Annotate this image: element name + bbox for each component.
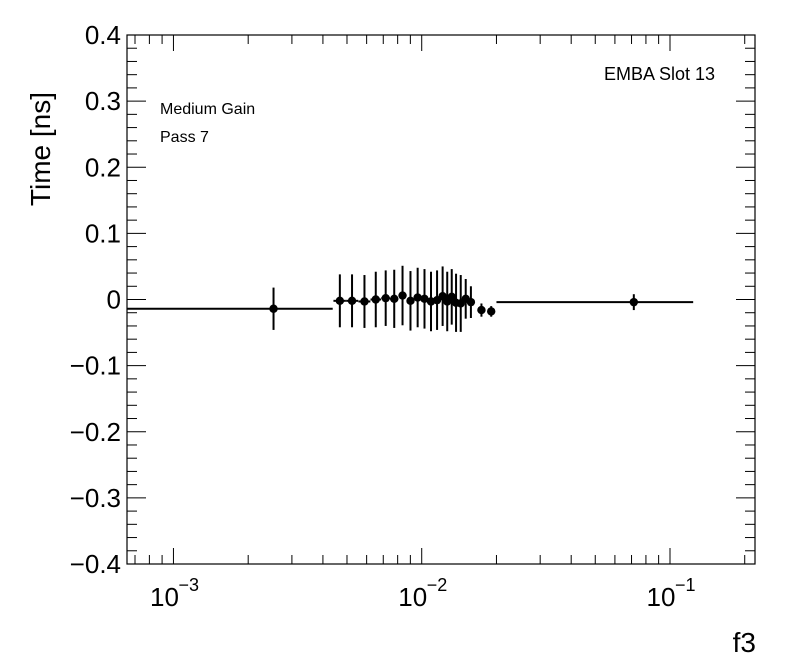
data-point bbox=[477, 305, 486, 315]
data-layer bbox=[127, 265, 694, 332]
data-point bbox=[420, 294, 429, 304]
gain-annotation: Medium Gain bbox=[160, 101, 255, 118]
y-tick-label: −0.4 bbox=[70, 549, 121, 579]
x-tick-exponent: −1 bbox=[675, 575, 696, 595]
data-point bbox=[447, 292, 456, 302]
axis-ticks bbox=[127, 34, 755, 565]
data-point bbox=[398, 291, 407, 300]
y-tick-label: −0.2 bbox=[70, 417, 121, 447]
x-tick-label: 10 bbox=[647, 582, 676, 612]
x-tick-exponent: −2 bbox=[427, 575, 448, 595]
pass-annotation: Pass 7 bbox=[160, 129, 209, 146]
data-point bbox=[347, 296, 357, 306]
y-tick-label: 0.2 bbox=[85, 152, 121, 182]
x-tick-label: 10 bbox=[150, 582, 179, 612]
y-tick-label: 0.3 bbox=[85, 86, 121, 116]
data-point bbox=[487, 307, 496, 316]
x-tick-label: 10 bbox=[398, 582, 427, 612]
slot-annotation: EMBA Slot 13 bbox=[604, 64, 715, 84]
tick-labels: 0.40.30.20.10−0.1−0.2−0.3−0.410 −3 10 −2 10−… bbox=[70, 20, 696, 612]
data-point bbox=[466, 297, 476, 307]
data-point bbox=[406, 296, 415, 306]
data-point bbox=[360, 297, 369, 306]
y-tick-label: 0 bbox=[107, 285, 121, 315]
data-point bbox=[269, 304, 278, 313]
y-tick-label: 0.1 bbox=[85, 218, 121, 248]
data-point bbox=[629, 297, 639, 307]
y-tick-label: 0.4 bbox=[85, 20, 121, 50]
x-tick-exponent: −3 bbox=[178, 575, 199, 595]
data-point bbox=[371, 295, 380, 304]
data-point bbox=[390, 294, 399, 304]
y-axis-title: Time [ns] bbox=[25, 92, 56, 206]
y-tick-label: −0.3 bbox=[70, 483, 121, 513]
data-point bbox=[381, 293, 390, 303]
data-point bbox=[335, 296, 345, 306]
data-point bbox=[413, 293, 422, 302]
x-axis-title: f3 bbox=[733, 627, 756, 658]
y-tick-label: −0.1 bbox=[70, 351, 121, 381]
